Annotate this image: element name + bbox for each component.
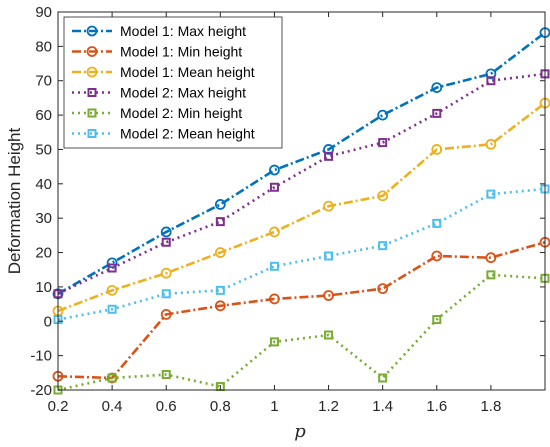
data-point [269,164,280,176]
legend-label: Model 1: Min height [120,44,242,60]
data-point [378,373,388,383]
data-point [323,200,334,212]
data-point [485,68,497,80]
data-point [269,226,280,238]
data-point [323,144,334,155]
data-point [486,270,496,280]
legend-label: Model 1: Max height [120,23,246,39]
series-line-6 [57,187,546,321]
x-tick-label: 1.8 [480,398,501,415]
data-point [324,151,334,161]
series-line-5 [57,273,546,392]
axes: 0.2 0.4 0.6 0.8 1 1.2 1.4 1.6 1.8 -20 -10 0 10 20 30 40… [30,4,546,415]
data-point [485,252,497,264]
x-tick-label: 1.4 [372,398,393,415]
data-point [378,241,388,251]
data-point [161,237,171,247]
y-tick-label: 80 [35,38,52,55]
y-tick-label: 30 [35,210,52,227]
data-point [323,290,334,301]
y-tick-label: -10 [30,348,52,365]
data-point [431,144,443,155]
legend-label: Model 2: Min height [120,105,242,121]
y-tick-label: 0 [44,313,52,330]
y-tick-label: 60 [35,107,52,124]
series-line-3 [57,102,546,313]
x-tick-label: 0.2 [48,398,69,415]
data-point [269,182,279,192]
x-tick-label: 1 [270,398,278,415]
data-point [485,138,497,150]
x-tick-label: 1.2 [318,398,339,415]
data-point [161,370,171,380]
y-tick-label: 10 [35,279,52,296]
data-point [377,190,389,202]
y-tick-label: -20 [30,382,52,399]
data-point [431,250,443,262]
data-point [161,289,171,299]
data-point [269,293,280,305]
data-point [107,263,117,273]
y-tick-label: 40 [35,176,52,193]
y-axis-label: Deformation Height [5,127,24,274]
data-point [160,308,172,320]
legend-marker [87,88,97,97]
x-axis-label: p [294,421,306,442]
data-point [377,283,389,295]
legend-marker [86,25,98,37]
x-tick-label: 0.6 [156,398,177,415]
data-point [160,267,172,279]
data-point [486,189,496,199]
data-point [215,217,225,227]
data-point [432,218,442,228]
x-tick-label: 1.6 [426,398,447,415]
data-point [107,304,117,314]
series-line-1 [57,31,546,295]
data-point [324,251,334,261]
plot-area [52,27,550,395]
legend-marker [87,108,97,118]
legend: Model 1: Max height Model 1: Min height Mo… [63,16,283,149]
y-tick-label: 70 [35,73,52,90]
data-point [214,300,226,312]
data-point [269,337,279,347]
series-line-2 [57,240,546,380]
data-point [432,315,442,325]
y-tick-label: 20 [35,245,52,262]
data-point [486,76,496,86]
legend-marker [87,129,97,138]
data-point [431,82,443,93]
legend-marker [86,66,98,78]
data-point [378,138,388,148]
y-tick-label: 90 [35,4,52,21]
data-point [377,109,389,121]
legend-label: Model 2: Max height [120,85,246,101]
data-point [160,226,172,238]
legend-label: Model 1: Mean height [120,64,255,80]
data-point [324,330,334,340]
data-point [432,108,442,118]
data-point [269,261,279,271]
legend-box [63,16,283,149]
y-tick-label: 50 [35,141,52,158]
legend-marker [86,46,98,57]
data-point [214,199,226,210]
legend-label: Model 2: Mean height [120,126,255,142]
data-point [214,247,226,258]
x-tick-label: 0.8 [210,398,231,415]
data-point [106,284,118,296]
axes-box [57,11,546,391]
data-point [215,285,225,295]
x-tick-label: 0.4 [102,398,123,415]
data-point [107,373,117,383]
